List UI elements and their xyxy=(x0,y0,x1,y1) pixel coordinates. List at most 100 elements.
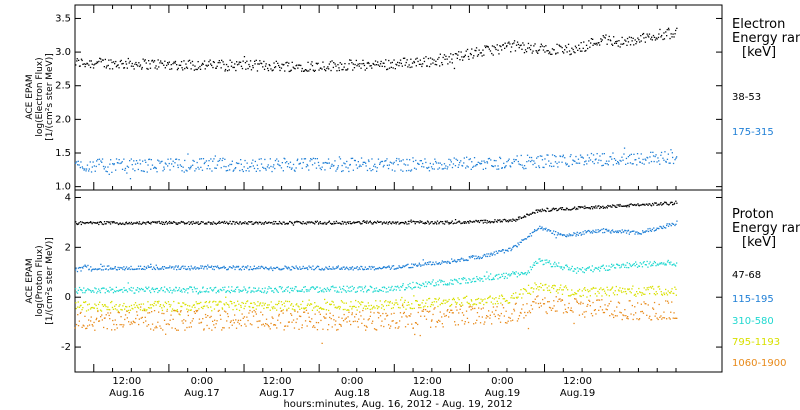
data-point xyxy=(104,58,106,61)
data-point xyxy=(108,265,110,267)
data-point xyxy=(482,299,484,301)
data-point xyxy=(325,223,328,225)
data-point xyxy=(211,289,213,291)
data-point xyxy=(489,317,491,319)
data-point xyxy=(187,60,190,62)
data-point xyxy=(206,268,208,270)
data-point xyxy=(447,283,449,285)
data-point xyxy=(335,286,337,289)
data-point xyxy=(410,307,412,310)
data-point xyxy=(546,154,548,156)
data-point xyxy=(404,164,407,166)
data-point xyxy=(236,64,239,66)
data-point xyxy=(107,269,109,271)
data-point xyxy=(459,59,461,61)
data-point xyxy=(566,51,568,53)
data-point xyxy=(358,318,360,320)
data-point xyxy=(295,286,297,288)
data-point xyxy=(412,160,415,163)
data-point xyxy=(214,265,216,268)
data-point xyxy=(102,269,104,271)
data-point xyxy=(236,221,238,223)
data-point xyxy=(165,267,167,269)
data-point xyxy=(100,221,102,224)
data-point xyxy=(270,322,272,325)
data-point xyxy=(450,279,452,281)
data-point xyxy=(493,45,495,48)
electron-ytick-label: 1.0 xyxy=(55,182,71,193)
data-point xyxy=(243,56,246,58)
data-point xyxy=(666,158,669,160)
data-point xyxy=(494,47,496,49)
data-point xyxy=(586,268,588,270)
data-point xyxy=(243,316,246,318)
data-point xyxy=(281,304,283,306)
data-point xyxy=(573,51,575,53)
data-point xyxy=(161,267,163,269)
data-point xyxy=(299,162,301,164)
data-point xyxy=(239,319,242,321)
data-point xyxy=(207,306,209,309)
data-point xyxy=(449,159,452,161)
data-point xyxy=(633,294,635,296)
data-point xyxy=(282,268,284,270)
data-point xyxy=(415,65,417,67)
data-point xyxy=(508,302,510,304)
data-point xyxy=(501,294,503,296)
data-point xyxy=(224,304,226,306)
data-point xyxy=(593,309,596,312)
data-point xyxy=(139,309,142,311)
data-point xyxy=(217,290,219,292)
data-point xyxy=(451,258,453,260)
data-point xyxy=(337,306,339,308)
data-point xyxy=(75,221,77,223)
data-point xyxy=(187,268,189,270)
data-point xyxy=(463,55,466,58)
data-point xyxy=(164,301,166,303)
data-point xyxy=(435,162,438,164)
data-point xyxy=(263,268,266,270)
data-point xyxy=(589,208,591,210)
data-point xyxy=(431,168,434,170)
data-point xyxy=(114,305,116,307)
data-point xyxy=(324,298,326,301)
data-point xyxy=(651,39,653,41)
data-point xyxy=(271,221,273,224)
data-point xyxy=(621,264,623,266)
data-point xyxy=(90,60,92,62)
data-point xyxy=(549,210,551,212)
data-point xyxy=(189,286,191,288)
data-point xyxy=(370,304,372,307)
data-point xyxy=(197,302,199,305)
data-point xyxy=(377,268,379,270)
data-point xyxy=(259,60,261,62)
proton-series-310-580 xyxy=(74,258,678,295)
data-point xyxy=(270,165,272,168)
data-point xyxy=(147,324,150,326)
data-point xyxy=(661,227,663,229)
data-point xyxy=(246,267,248,269)
data-point xyxy=(411,66,413,68)
data-point xyxy=(212,61,215,63)
data-point xyxy=(115,66,118,68)
data-point xyxy=(229,59,231,61)
data-point xyxy=(372,320,374,322)
data-point xyxy=(196,68,198,71)
data-point xyxy=(397,221,399,223)
data-point xyxy=(524,288,526,290)
data-point xyxy=(193,304,195,306)
data-point xyxy=(433,168,435,170)
data-point xyxy=(648,36,650,38)
data-point xyxy=(258,287,260,289)
data-point xyxy=(269,309,271,311)
data-point xyxy=(179,311,182,313)
data-point xyxy=(322,308,324,310)
data-point xyxy=(207,165,209,167)
data-point xyxy=(417,323,419,326)
electron-plot-frame xyxy=(74,4,723,191)
data-point xyxy=(320,289,322,292)
data-point xyxy=(96,61,98,63)
data-point xyxy=(459,260,461,262)
data-point xyxy=(439,279,441,281)
data-point xyxy=(314,220,317,223)
